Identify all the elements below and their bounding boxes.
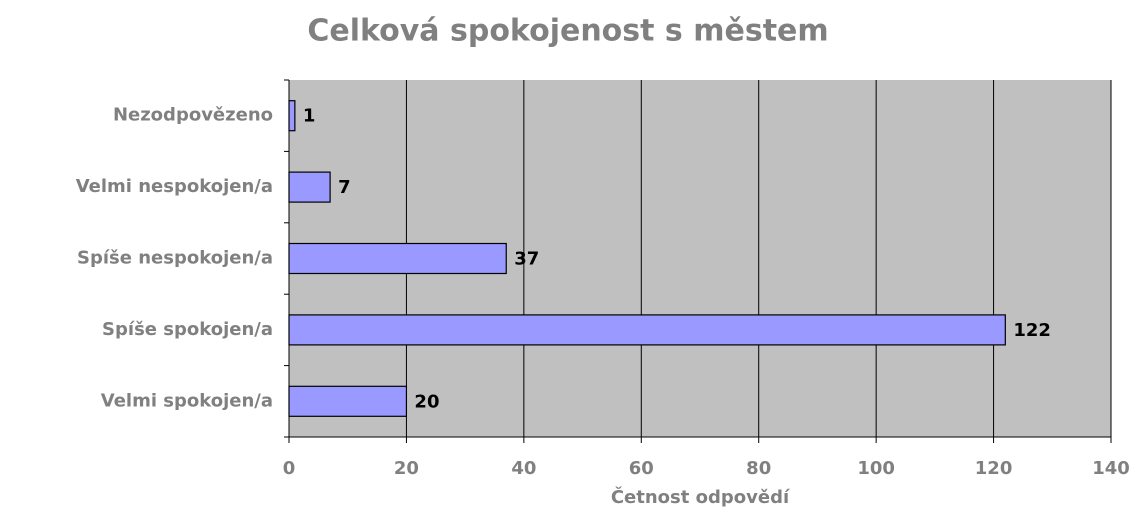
data-label: 122 (1013, 320, 1051, 341)
bar (288, 242, 507, 275)
x-tick-label: 40 (511, 458, 536, 479)
data-label: 20 (414, 391, 439, 412)
x-tick-label: 100 (857, 458, 895, 479)
x-axis-label: Četnost odpovědí (611, 486, 790, 508)
bar (288, 171, 331, 203)
data-label: 7 (338, 177, 351, 198)
y-tick-label: Spíše nespokojen/a (77, 248, 273, 269)
bar (288, 100, 296, 132)
data-label: 1 (303, 106, 316, 127)
x-tick-label: 20 (394, 458, 419, 479)
y-tick-label: Velmi spokojen/a (101, 390, 273, 411)
x-tick-label: 120 (975, 458, 1013, 479)
bar (288, 314, 1006, 346)
x-tick-label: 140 (1092, 458, 1130, 479)
data-label: 37 (514, 249, 539, 270)
x-tick-label: 60 (629, 458, 654, 479)
y-tick-label: Velmi nespokojen/a (76, 176, 273, 197)
x-tick-label: 80 (746, 458, 771, 479)
bar (288, 385, 408, 417)
x-tick-label: 0 (283, 458, 296, 479)
chart-title: Celková spokojenost s městem (307, 14, 828, 49)
y-tick-label: Spíše spokojen/a (102, 319, 273, 340)
y-tick-label: Nezodpovězeno (113, 105, 273, 126)
